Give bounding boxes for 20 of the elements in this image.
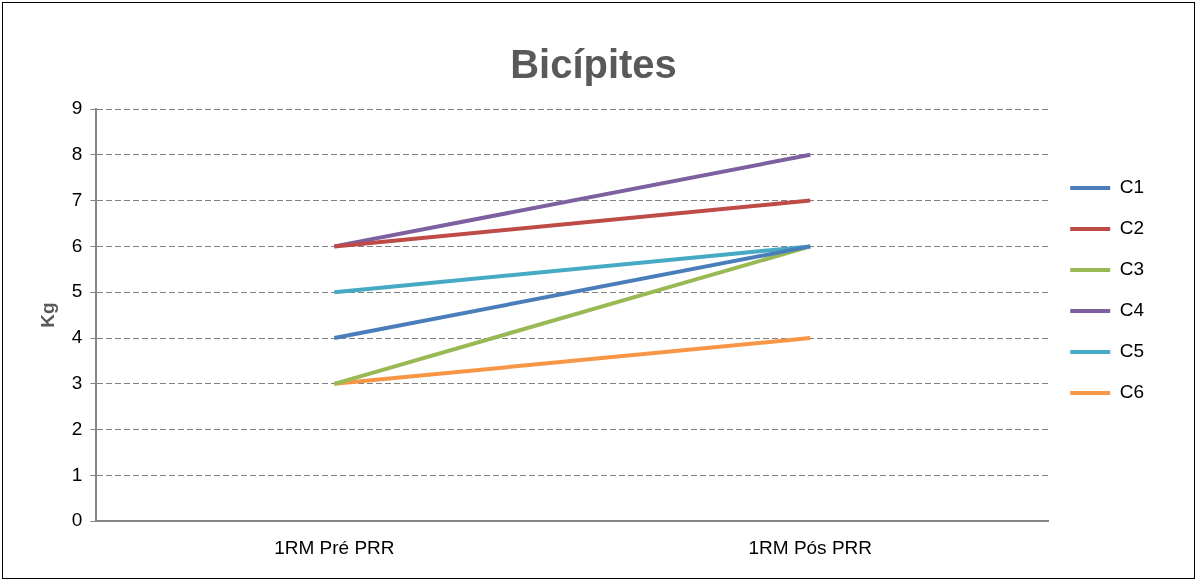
- y-tick-label: 2: [71, 417, 83, 439]
- y-tick-label: 6: [71, 234, 83, 256]
- legend-label: C2: [1119, 217, 1145, 239]
- legend-label: C6: [1119, 381, 1145, 403]
- y-tick-label: 0: [71, 509, 83, 531]
- y-tick-label: 5: [71, 280, 83, 302]
- y-tick-label: 8: [71, 143, 83, 165]
- y-tick-label: 1: [71, 463, 83, 485]
- x-tick-label: 1RM Pós PRR: [748, 536, 873, 558]
- legend-label: C5: [1119, 340, 1145, 362]
- y-tick-label: 9: [71, 97, 83, 119]
- chart-title: Bicípites: [510, 42, 677, 87]
- y-tick-label: 7: [71, 188, 83, 210]
- y-tick-label: 3: [71, 372, 83, 394]
- legend-label: C4: [1119, 299, 1145, 321]
- y-axis-title: Kg: [36, 302, 58, 328]
- y-tick-label: 4: [71, 326, 83, 348]
- legend-label: C3: [1119, 258, 1145, 280]
- legend-label: C1: [1119, 176, 1145, 198]
- x-tick-label: 1RM Pré PRR: [274, 536, 395, 558]
